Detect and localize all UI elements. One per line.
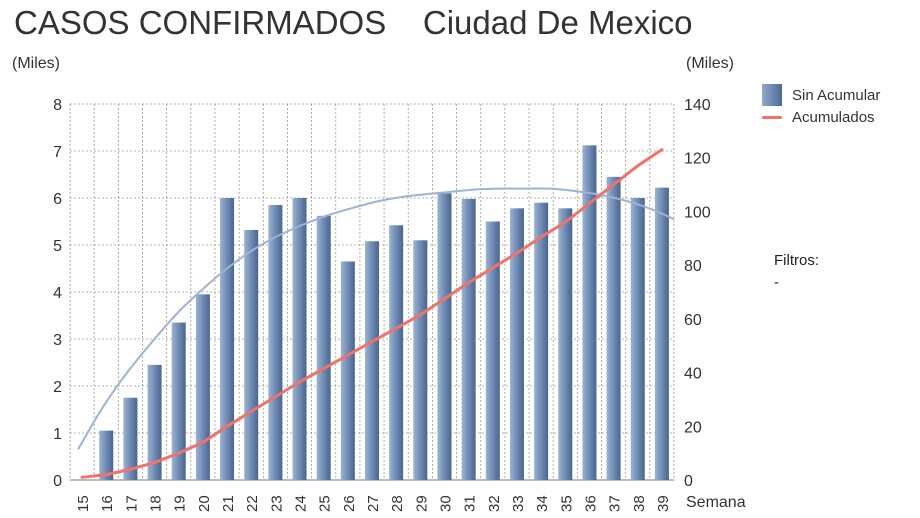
legend-item-line[interactable]: Acumulados xyxy=(762,106,880,128)
x-tick-label: 28 xyxy=(389,495,406,512)
right-tick-label: 120 xyxy=(684,151,711,168)
x-tick-label: 39 xyxy=(655,495,672,512)
right-tick-label: 60 xyxy=(684,312,702,329)
left-tick-label: 3 xyxy=(53,332,62,349)
bar xyxy=(534,202,549,480)
cumulative-line xyxy=(80,148,664,479)
x-tick-label: 33 xyxy=(510,495,527,512)
bar xyxy=(413,240,428,480)
bar xyxy=(195,294,210,480)
left-tick-label: 1 xyxy=(53,426,62,443)
bar xyxy=(654,187,669,480)
legend-bar-label: Sin Acumular xyxy=(792,86,881,104)
bar xyxy=(558,208,573,480)
x-tick-label: 37 xyxy=(607,495,624,512)
bar xyxy=(340,261,355,480)
left-axis-unit: (Miles) xyxy=(12,55,60,72)
x-tick-label: 34 xyxy=(534,495,551,512)
x-tick-label: 18 xyxy=(148,495,165,512)
x-tick-label: 23 xyxy=(268,495,285,512)
x-tick-label: 17 xyxy=(123,495,140,512)
legend: Sin Acumular Acumulados xyxy=(762,84,880,128)
bar xyxy=(509,208,524,480)
right-tick-label: 0 xyxy=(684,473,693,490)
bar xyxy=(606,176,621,480)
right-tick-label: 100 xyxy=(684,204,711,221)
right-axis-unit: (Miles) xyxy=(686,55,734,72)
left-tick-label: 4 xyxy=(53,285,62,302)
x-tick-label: 30 xyxy=(437,495,454,512)
chart-title: CASOS CONFIRMADOS Ciudad De Mexico xyxy=(14,4,693,41)
right-tick-label: 80 xyxy=(684,258,702,275)
x-tick-label: 38 xyxy=(631,495,648,512)
bar xyxy=(220,198,235,480)
right-tick-label: 20 xyxy=(684,419,702,436)
left-tick-label: 8 xyxy=(53,97,62,114)
bar xyxy=(364,241,380,480)
x-tick-label: 29 xyxy=(413,495,430,512)
x-tick-label: 25 xyxy=(317,495,334,512)
bar xyxy=(99,430,114,480)
left-tick-label: 2 xyxy=(53,379,62,396)
bar xyxy=(389,225,404,480)
bar xyxy=(437,193,452,481)
x-tick-label: 24 xyxy=(293,495,310,512)
bar xyxy=(630,198,645,480)
trend-line xyxy=(77,187,675,450)
x-tick-label: 31 xyxy=(462,495,479,512)
legend-line-swatch xyxy=(762,115,782,119)
x-tick-label: 26 xyxy=(341,495,358,512)
x-tick-label: 21 xyxy=(220,495,237,512)
x-tick-label: 35 xyxy=(558,495,575,512)
legend-item-bars[interactable]: Sin Acumular xyxy=(762,84,880,106)
left-tick-label: 7 xyxy=(53,144,62,161)
x-tick-label: 22 xyxy=(244,495,261,512)
right-tick-label: 140 xyxy=(684,97,711,114)
x-axis-label: Semana xyxy=(686,494,746,511)
bar xyxy=(244,229,259,480)
bar xyxy=(147,364,162,480)
x-tick-label: 36 xyxy=(582,495,599,512)
x-tick-label: 27 xyxy=(365,495,382,512)
left-tick-label: 5 xyxy=(53,238,62,255)
bar xyxy=(123,397,138,480)
bar xyxy=(485,221,500,480)
x-tick-label: 16 xyxy=(99,495,116,512)
bar xyxy=(316,215,331,481)
legend-line-label: Acumulados xyxy=(792,108,875,126)
legend-bar-swatch xyxy=(762,84,782,106)
bar xyxy=(268,205,283,481)
x-tick-label: 32 xyxy=(486,495,503,512)
bar xyxy=(171,322,186,480)
filters-value: - xyxy=(774,274,779,291)
x-tick-label: 15 xyxy=(75,495,92,512)
left-tick-label: 0 xyxy=(53,473,62,490)
right-tick-label: 40 xyxy=(684,366,702,383)
x-tick-label: 20 xyxy=(196,495,213,512)
x-tick-label: 19 xyxy=(172,495,189,512)
left-tick-label: 6 xyxy=(53,191,62,208)
bar xyxy=(461,198,476,480)
bar xyxy=(582,145,597,481)
bar xyxy=(292,198,307,480)
filters-label: Filtros: xyxy=(774,252,819,269)
